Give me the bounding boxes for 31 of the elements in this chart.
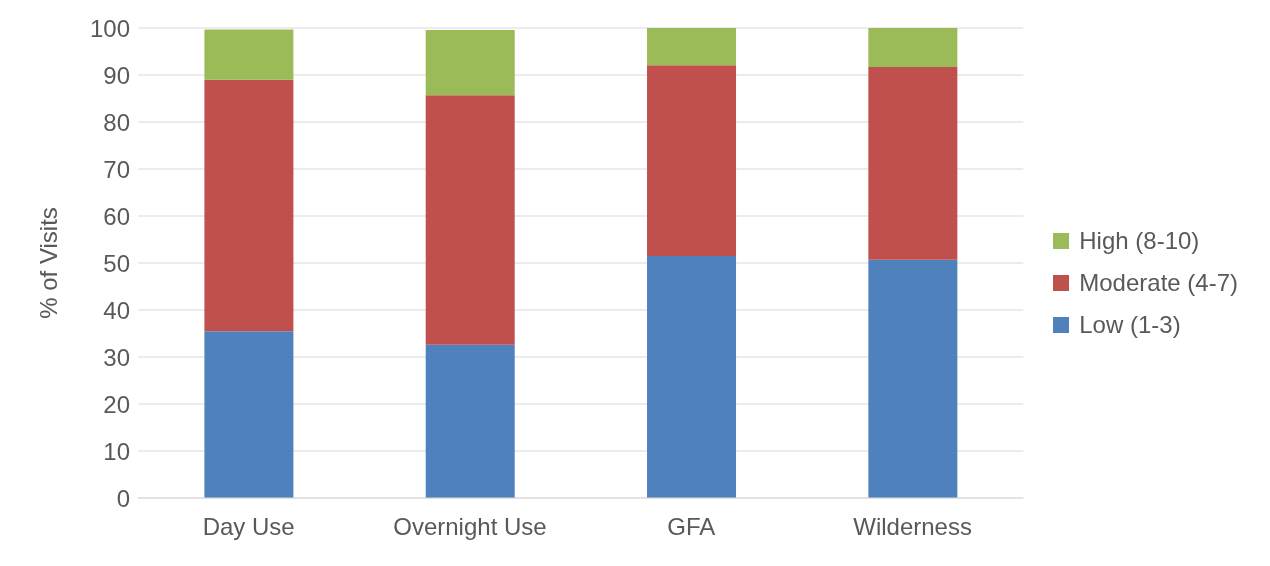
bar xyxy=(204,79,294,332)
y-tick-label: 80 xyxy=(103,108,130,136)
x-tick-label: Overnight Use xyxy=(393,513,547,541)
y-tick-label: 90 xyxy=(103,61,130,89)
x-tick-label: Wilderness xyxy=(853,513,972,541)
y-tick-label: 40 xyxy=(103,296,130,324)
bar xyxy=(425,29,515,96)
y-tick-label: 0 xyxy=(116,484,130,512)
bar xyxy=(868,67,958,260)
bar xyxy=(204,331,294,498)
x-tick-label: GFA xyxy=(667,513,716,541)
bar xyxy=(425,95,515,345)
legend-label: High (8-10) xyxy=(1079,227,1200,255)
bar xyxy=(425,344,515,498)
bar xyxy=(868,28,958,68)
y-tick-label: 60 xyxy=(103,202,130,230)
bar xyxy=(647,255,737,498)
x-tick-label: Day Use xyxy=(202,513,295,541)
bar xyxy=(204,29,294,80)
bar xyxy=(647,28,737,66)
y-tick-label: 100 xyxy=(89,14,130,42)
y-tick-label: 50 xyxy=(103,249,130,277)
y-tick-label: 20 xyxy=(103,390,130,418)
legend-label: Low (1-3) xyxy=(1079,311,1181,339)
legend-label: Moderate (4-7) xyxy=(1079,269,1238,297)
y-tick-label: 70 xyxy=(103,155,130,183)
y-axis-title: % of Visits xyxy=(34,207,62,319)
y-tick-label: 30 xyxy=(103,343,130,371)
y-tick-label: 10 xyxy=(103,437,130,465)
bar xyxy=(647,65,737,256)
bar xyxy=(868,259,958,498)
